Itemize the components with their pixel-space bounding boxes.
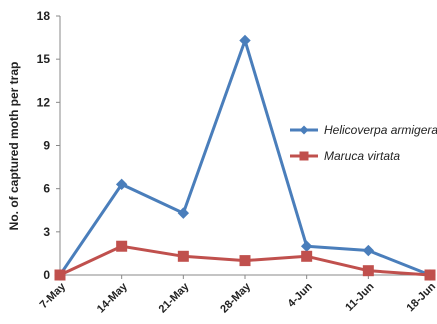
legend-item: Maruca virtata bbox=[290, 149, 400, 163]
data-point bbox=[54, 269, 66, 281]
data-point bbox=[239, 34, 251, 47]
x-tick-label: 14-May bbox=[95, 280, 130, 315]
data-point bbox=[362, 244, 375, 257]
data-point bbox=[177, 207, 190, 219]
data-point bbox=[301, 250, 313, 262]
x-tick-label: 28-May bbox=[218, 280, 253, 315]
data-point bbox=[116, 240, 128, 252]
x-tick-labels: 7-May 14-May 21-May 28-May 4-Jun 11-Jun 18-Jun bbox=[38, 280, 437, 315]
y-tick-label: 9 bbox=[43, 139, 50, 153]
x-tick-label: 11-Jun bbox=[343, 280, 376, 313]
y-axis-label: No. of captured moth per trap bbox=[7, 62, 21, 231]
y-tick-label: 18 bbox=[37, 9, 51, 23]
legend-label: Maruca virtata bbox=[324, 149, 400, 163]
y-tick-label: 6 bbox=[43, 182, 50, 196]
data-point bbox=[115, 178, 128, 191]
y-tick-labels: 0 3 6 9 12 15 18 bbox=[37, 9, 51, 282]
legend-label: Helicoverpa armigera bbox=[324, 123, 437, 137]
data-point bbox=[424, 269, 436, 281]
data-point bbox=[177, 250, 189, 262]
series-layer bbox=[54, 34, 436, 281]
legend-marker bbox=[299, 151, 309, 161]
legend-marker bbox=[299, 125, 309, 135]
series-2 bbox=[54, 240, 436, 281]
y-tick-label: 12 bbox=[37, 95, 51, 109]
legend: Helicoverpa armigera Maruca virtata bbox=[290, 123, 437, 163]
axes bbox=[56, 15, 431, 279]
x-tick-label: 4-Jun bbox=[286, 280, 315, 309]
x-tick-label: 18-Jun bbox=[405, 280, 437, 314]
data-point bbox=[362, 265, 374, 277]
y-tick-label: 15 bbox=[37, 52, 51, 66]
data-point bbox=[239, 255, 251, 267]
x-tick-label: 21-May bbox=[157, 280, 192, 315]
data-point bbox=[300, 240, 313, 252]
y-tick-label: 0 bbox=[43, 268, 50, 282]
x-tick-label: 7-May bbox=[38, 280, 69, 311]
y-tick-label: 3 bbox=[43, 225, 50, 239]
legend-item: Helicoverpa armigera bbox=[290, 123, 437, 137]
